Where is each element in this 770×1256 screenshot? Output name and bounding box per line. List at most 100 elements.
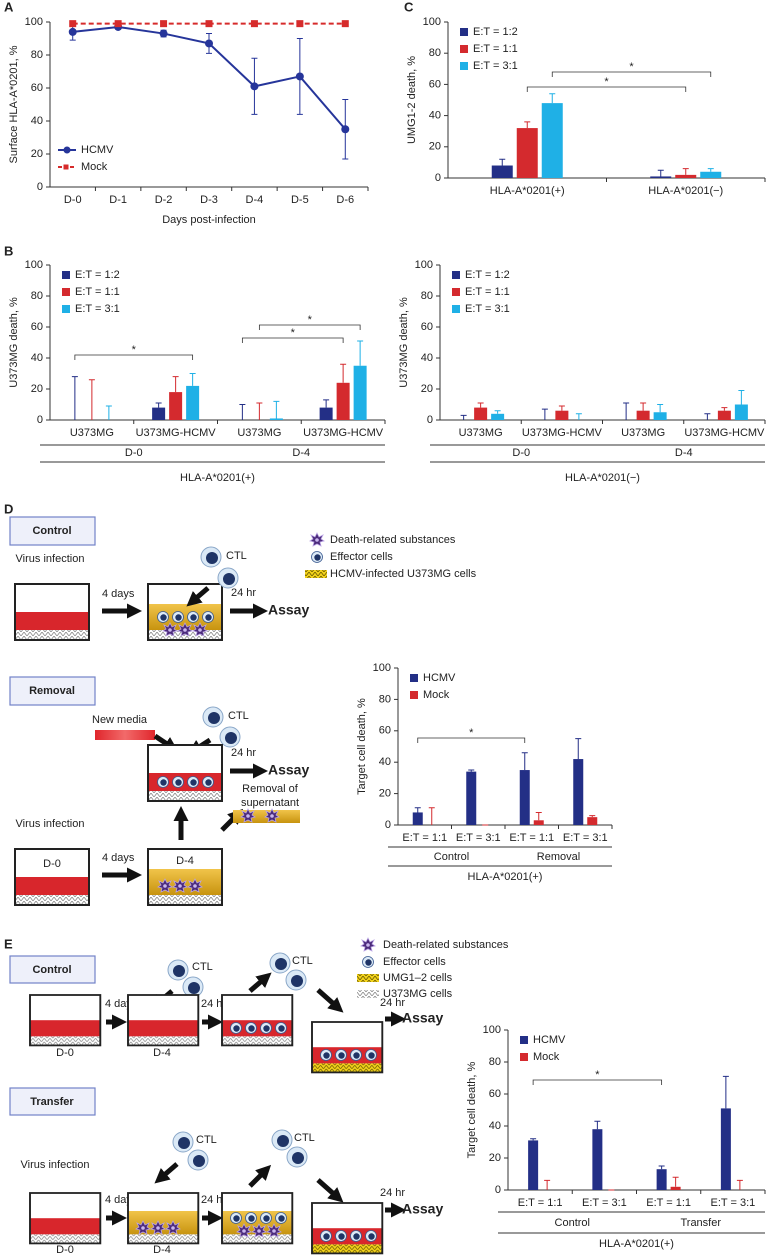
cell [230,1022,242,1034]
cell [202,776,214,788]
y-tick-label: 20 [429,141,441,153]
legend-label: E:T = 1:2 [473,26,518,38]
chart: 0 20 40 60 80 100 UMG1-2 death, % HLA-A*0201(+)… [406,16,766,197]
step-label: 4 days [102,588,135,600]
bar [650,176,672,178]
box-label: Removal [29,685,75,697]
y-tick-label: 60 [489,1088,501,1100]
bar [319,407,333,420]
ctl-label: CTL [196,1134,217,1146]
label-box [9,955,96,984]
legend-star [309,532,325,547]
assay-label: Assay [402,1201,443,1217]
group-title: HLA-A*0201(+) [468,871,543,883]
significance-bracket [74,354,194,360]
box-label: Transfer [30,1096,74,1108]
legend-label: Effector cells [383,956,446,968]
chart: 0 20 40 60 80 100 U373MG death, % U373MG U373MG-… [8,259,386,484]
legend-label: E:T = 3:1 [75,303,120,315]
bar [717,410,731,420]
significance-bracket [532,1079,663,1085]
error-bar [589,815,596,818]
day-label: D-4 [153,1244,171,1256]
label-box [9,1087,96,1116]
y-tick-label: 40 [489,1120,501,1132]
error-bar [575,738,582,760]
cell [187,776,199,788]
point [205,39,213,48]
significance-bracket [526,86,687,92]
arrow [154,1162,179,1184]
vessel [311,1202,384,1255]
arrow [248,972,272,993]
legend-swatch [520,1053,528,1061]
group-label: Control [555,1217,590,1229]
point [250,20,258,28]
x-tick-label: D-6 [336,194,354,206]
bar [152,407,166,420]
bar [491,413,505,420]
y-tick-label: 40 [379,756,391,768]
step-label: 24 hr [231,747,256,759]
x-tick-label: HLA-A*0201(+) [490,185,565,197]
ctl-label: CTL [228,710,249,722]
cell [172,776,184,788]
x-tick-label: D-1 [109,194,127,206]
error-bar [88,379,95,420]
bar [474,407,488,420]
legend-label: HCMV [81,144,114,156]
bar [670,1186,681,1190]
x-tick-label: U373MG [237,427,281,439]
x-tick-label: E:T = 3:1 [563,832,608,844]
y-tick-label: 20 [379,788,391,800]
point [295,72,304,81]
y-tick-label: 40 [31,115,43,127]
chart: 0 20 40 60 80 100 Surface HLA-A*0201, % D-0 D-1 D… [8,16,369,226]
y-tick-label: 0 [385,819,391,831]
error-bar [658,1165,665,1170]
x-tick-label: U373MG [621,427,665,439]
point [159,29,168,38]
y-tick-label: 80 [429,47,441,59]
error-bar [640,402,647,411]
step-label: Virus infection [15,553,85,565]
group-title: HLA-A*0201(+) [599,1238,674,1250]
error-bar [273,400,280,419]
text-wrap: Removal of supernatant [240,783,300,809]
y-tick-label: 20 [489,1152,501,1164]
error-bar [558,405,565,411]
bar [734,404,748,420]
y-tick-label: 80 [489,1056,501,1068]
y-tick-label: 40 [429,110,441,122]
legend-swatch [410,691,418,699]
cell [260,1212,272,1224]
x-tick-label: D-4 [246,194,264,206]
y-tick-label: 20 [31,148,43,160]
step-label: Removal of supernatant [240,783,300,809]
legend-label: E:T = 1:1 [465,286,510,298]
step-label: New media [92,714,148,726]
cell [320,1230,332,1242]
y-tick-label: 80 [31,49,43,61]
y-axis-label: U373MG death, % [8,297,20,388]
legend-swatch [62,271,70,279]
box-label: Control [32,525,71,537]
error-bar [575,413,582,420]
x-axis-label: Days post-infection [162,214,256,226]
legend-star [360,937,376,952]
legend-label: Effector cells [330,551,393,563]
x-tick-label: D-0 [64,194,82,206]
panel-label: B [4,243,13,258]
y-tick-label: 20 [31,383,43,395]
y-tick-label: 100 [25,16,43,28]
step-label: 24 hr [201,1194,226,1206]
y-axis-label: Target cell death, % [356,698,368,795]
error-bar [594,1120,601,1130]
arrow [186,586,210,607]
y-tick-label: 0 [37,181,43,193]
legend-marker [63,164,69,170]
point [296,20,304,28]
error-bar [541,408,548,420]
error-bar [521,752,528,771]
ctl-label: CTL [226,550,247,562]
